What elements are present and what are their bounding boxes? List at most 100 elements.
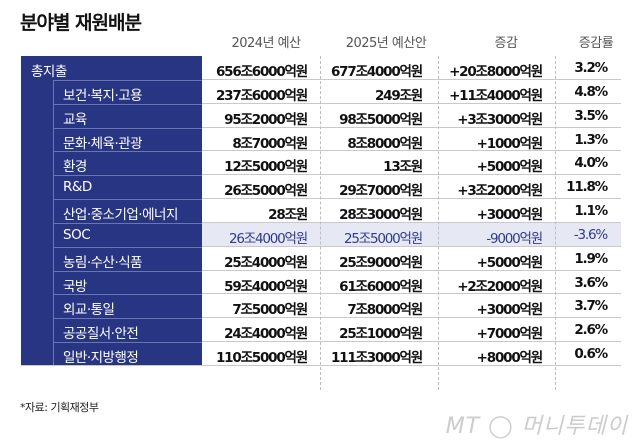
cell-value: 249조원 <box>374 87 423 104</box>
row-label: 문화·체육·관광 <box>63 135 143 152</box>
cell-value: 677조4000억원 <box>330 64 423 80</box>
table-row: 환경 12조5000억원 13조원 +5000억원 4.0% <box>21 151 621 175</box>
cell-value: 1.1% <box>574 203 608 220</box>
table-row: 보건·복지·고용 237조6000억원 249조원 +11조4000억원 4.8% <box>21 79 621 104</box>
row-label-cell: 보건·복지·고용 <box>21 79 202 104</box>
table-row: 공공질서·안전 24조4000억원 25조1000억원 +7000억원 2.6% <box>21 318 621 342</box>
row-label: 국방 <box>63 278 87 295</box>
cell-value: 1.3% <box>574 131 608 148</box>
chart-title: 분야별 재원배분 <box>20 12 142 34</box>
cell-value: 8조7000억원 <box>232 135 308 152</box>
table-row: SOC 26조4000억원 25조5000억원 -9000억원 -3.6% <box>21 222 621 247</box>
cell-value: 28조3000억원 <box>339 207 423 224</box>
row-label: SOC <box>63 226 91 243</box>
column-divider <box>555 56 556 390</box>
cell-value: 656조6000억원 <box>215 64 308 80</box>
cell-value: 2.6% <box>574 322 608 339</box>
row-label-cell: 공공질서·안전 <box>21 318 202 342</box>
row-label: 환경 <box>63 159 87 176</box>
cell-value: 13조원 <box>383 159 423 176</box>
row-label-cell: 국방 <box>21 270 202 295</box>
cell-value: 11.8% <box>566 179 608 196</box>
column-divider <box>438 56 439 390</box>
cell-value: 12조5000억원 <box>224 159 308 176</box>
cell-value: -9000억원 <box>486 230 543 247</box>
cell-value: +5000억원 <box>476 254 544 271</box>
cell-value: +8000억원 <box>476 350 544 367</box>
table-row: 외교·통일 7조5000억원 7조8000억원 +3000억원 3.7% <box>21 294 621 318</box>
cell-value: 59조4000억원 <box>224 278 308 295</box>
row-label-cell: 외교·통일 <box>21 294 202 318</box>
table-row: 교육 95조2000억원 98조5000억원 +3조3000억원 3.5% <box>21 103 621 128</box>
row-label-cell: SOC <box>21 222 202 247</box>
cell-value: 26조5000억원 <box>224 183 308 200</box>
cell-value: +11조4000억원 <box>449 87 543 104</box>
cell-value: 8조8000억원 <box>347 135 423 152</box>
row-label-cell: R&D <box>21 175 202 200</box>
cell-value: +7000억원 <box>476 326 544 343</box>
column-header: 2025년 예산안 <box>345 36 427 51</box>
cell-value: -3.6% <box>573 226 608 243</box>
row-label: 교육 <box>63 111 87 128</box>
row-label: 공공질서·안전 <box>63 326 139 343</box>
row-label: 일반·지방행정 <box>63 350 139 367</box>
table-row: 농림·수산·식품 25조4000억원 25조9000억원 +5000억원 1.9% <box>21 246 621 271</box>
cell-value: +1000억원 <box>476 135 544 152</box>
cell-value: +3000억원 <box>476 302 544 319</box>
row-label-cell: 교육 <box>21 103 202 128</box>
row-label-cell: 산업·중소기업·에너지 <box>21 199 202 223</box>
cell-value: 111조3000억원 <box>330 350 423 367</box>
table-row: 국방 59조4000억원 61조6000억원 +2조2000억원 3.6% <box>21 270 621 295</box>
cell-value: 237조6000억원 <box>215 87 308 104</box>
logo: MT ◯ 머니투데이 <box>445 414 628 439</box>
cell-value: 4.0% <box>574 155 608 172</box>
row-label-cell: 일반·지방행정 <box>21 342 202 367</box>
row-label: 산업·중소기업·에너지 <box>63 207 178 224</box>
cell-value: 61조6000억원 <box>339 278 423 295</box>
row-label: 외교·통일 <box>63 302 115 319</box>
cell-value: 3.5% <box>574 107 608 124</box>
cell-value: 3.7% <box>574 298 608 315</box>
cell-value: 25조5000억원 <box>344 230 423 247</box>
cell-value: 110조5000억원 <box>215 350 308 367</box>
cell-value: +3조3000억원 <box>457 111 543 128</box>
row-label-cell: 총지출 <box>21 56 202 80</box>
table-row: 일반·지방행정 110조5000억원 111조3000억원 +8000억원 0.6% <box>21 342 621 366</box>
row-label-cell: 농림·수산·식품 <box>21 246 202 271</box>
cell-value: 25조1000억원 <box>339 326 423 343</box>
cell-value: 98조5000억원 <box>339 111 423 128</box>
cell-value: 7조5000억원 <box>232 302 308 319</box>
row-label: 보건·복지·고용 <box>63 87 143 104</box>
cell-value: 95조2000억원 <box>224 111 308 128</box>
cell-value: +2조2000억원 <box>457 278 543 295</box>
table-row: 문화·체육·관광 8조7000억원 8조8000억원 +1000억원 1.3% <box>21 127 621 152</box>
row-label-cell: 문화·체육·관광 <box>21 127 202 152</box>
cell-value: 24조4000억원 <box>224 326 308 343</box>
cell-value: 3.6% <box>574 274 608 291</box>
cell-value: +3조2000억원 <box>457 183 543 200</box>
row-label: 총지출 <box>31 64 67 80</box>
table-row: 총지출 656조6000억원 677조4000억원 +20조8000억원 3.2% <box>21 56 621 80</box>
row-label: 농림·수산·식품 <box>63 254 143 271</box>
cell-value: 25조4000억원 <box>224 254 308 271</box>
source-note: *자료: 기획재정부 <box>20 401 99 414</box>
cell-value: 0.6% <box>574 346 608 363</box>
column-header: 증감 <box>494 36 518 51</box>
table-row: 산업·중소기업·에너지 28조원 28조3000억원 +3000억원 1.1% <box>21 199 621 223</box>
row-label-cell: 환경 <box>21 151 202 175</box>
cell-value: 7조8000억원 <box>347 302 423 319</box>
row-label: R&D <box>63 179 92 196</box>
cell-value: 29조7000억원 <box>339 183 423 200</box>
cell-value: 1.9% <box>574 250 608 267</box>
column-divider <box>320 56 321 390</box>
cell-value: 4.8% <box>574 83 608 100</box>
budget-table: 총지출 656조6000억원 677조4000억원 +20조8000억원 3.2% 보건·… <box>21 56 621 366</box>
column-header: 증감률 <box>578 36 614 51</box>
cell-value: 26조4000억원 <box>229 230 308 247</box>
cell-value: 28조원 <box>268 207 308 224</box>
cell-value: 3.2% <box>574 60 608 76</box>
table-row: R&D 26조5000억원 29조7000억원 +3조2000억원 11.8% <box>21 175 621 199</box>
cell-value: 25조9000억원 <box>339 254 423 271</box>
cell-value: +20조8000억원 <box>449 64 543 80</box>
